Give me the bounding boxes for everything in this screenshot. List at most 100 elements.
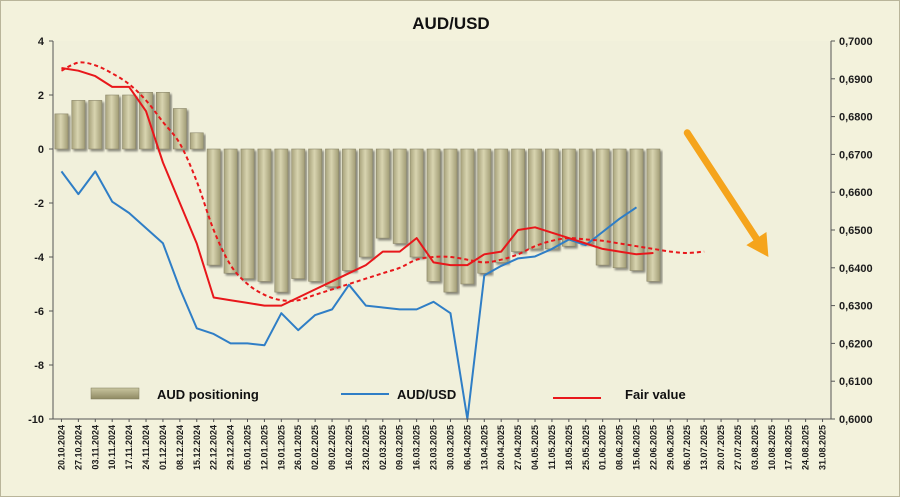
x-tick-label: 20.04.2025 <box>496 425 506 470</box>
x-tick-label: 08.06.2025 <box>615 425 625 470</box>
x-tick-label: 08.12.2024 <box>175 425 185 470</box>
positioning-bar <box>646 148 661 282</box>
x-tick-label: 13.07.2025 <box>699 425 709 470</box>
positioning-bar <box>172 108 187 150</box>
x-tick-label: 09.02.2025 <box>327 425 337 470</box>
x-tick-label: 29.06.2025 <box>665 425 675 470</box>
positioning-bar <box>561 148 576 247</box>
series-lines <box>60 61 705 420</box>
x-tick-label: 18.05.2025 <box>564 425 574 470</box>
plot-area <box>53 41 831 419</box>
x-tick-label: 27.07.2025 <box>733 425 743 470</box>
x-tick-label: 04.05.2025 <box>530 425 540 470</box>
x-tick-label: 26.01.2025 <box>293 425 303 470</box>
left-axis-ticks: 4 2 0 -2 -4 -6 -8 -10 <box>28 36 53 426</box>
right-tick-label: 0,6600 <box>839 187 873 199</box>
x-tick-label: 09.03.2025 <box>395 425 405 470</box>
x-tick-label: 10.11.2024 <box>107 425 117 470</box>
positioning-bar <box>358 148 373 258</box>
right-axis-ticks: 0,7000 0,6900 0,6800 0,6700 0,6600 0,6500 0,64… <box>831 36 873 426</box>
left-tick-label: -2 <box>34 198 44 210</box>
left-tick-label: 0 <box>38 144 44 156</box>
x-tick-label: 15.06.2025 <box>632 425 642 470</box>
x-tick-label: 03.11.2024 <box>90 425 100 470</box>
positioning-bar <box>206 148 221 266</box>
positioning-bar <box>511 148 526 252</box>
positioning-bar <box>494 148 509 263</box>
x-tick-label: 13.04.2025 <box>479 425 489 470</box>
fair-value-line <box>61 67 654 307</box>
positioning-bar <box>325 148 339 287</box>
right-tick-label: 0,6200 <box>839 338 873 350</box>
right-tick-label: 0,6500 <box>839 225 873 237</box>
positioning-bar <box>460 148 475 285</box>
positioning-bar <box>375 148 390 239</box>
positioning-bar <box>443 148 458 293</box>
right-tick-label: 0,6100 <box>839 376 873 388</box>
x-tick-label: 25.05.2025 <box>581 425 591 470</box>
x-tick-label: 16.03.2025 <box>412 425 422 470</box>
positioning-bar <box>274 148 289 293</box>
x-tick-label: 31.08.2025 <box>818 425 828 470</box>
left-tick-label: -6 <box>34 306 44 318</box>
x-tick-label: 06.04.2025 <box>462 425 472 470</box>
positioning-bar <box>240 148 255 279</box>
x-tick-label: 27.10.2024 <box>73 425 83 470</box>
arrow-head <box>746 232 769 257</box>
chart-title: AUD/USD <box>412 14 489 33</box>
positioning-bar <box>578 148 593 244</box>
positioning-bar <box>223 148 238 274</box>
aud-usd-line <box>60 170 638 420</box>
positioning-bar <box>409 148 424 258</box>
positioning-bar <box>528 148 542 250</box>
positioning-bar <box>477 148 492 274</box>
x-tick-label: 06.07.2025 <box>682 425 692 470</box>
positioning-bar <box>88 100 103 150</box>
x-tick-label: 12.01.2025 <box>259 425 269 470</box>
x-tick-label: 03.08.2025 <box>750 425 760 470</box>
left-tick-label: 4 <box>38 36 45 48</box>
x-tick-label: 01.12.2024 <box>158 425 168 470</box>
positioning-bar <box>105 94 120 150</box>
x-tick-label: 24.08.2025 <box>801 425 811 470</box>
positioning-bar <box>189 132 204 150</box>
x-tick-label: 15.12.2024 <box>192 425 202 470</box>
arrow-shaft <box>683 129 760 243</box>
right-tick-label: 0,6800 <box>839 112 873 124</box>
x-tick-label: 22.12.2024 <box>209 425 219 470</box>
legend: AUD positioning AUD/USD Fair value <box>90 387 686 402</box>
x-tick-label: 30.03.2025 <box>445 425 455 470</box>
legend-label-audusd: AUD/USD <box>397 387 456 402</box>
positioning-bar <box>308 148 323 282</box>
positioning-bar <box>392 148 407 244</box>
x-tick-label: 17.11.2024 <box>124 425 134 470</box>
legend-label-positioning: AUD positioning <box>157 387 259 402</box>
x-tick-label: 17.08.2025 <box>784 425 794 470</box>
right-tick-label: 0,6700 <box>839 149 873 161</box>
positioning-bar <box>595 148 610 266</box>
left-tick-label: -10 <box>28 414 44 426</box>
x-tick-label: 29.12.2024 <box>226 425 236 470</box>
x-tick-label: 23.03.2025 <box>429 425 439 470</box>
x-tick-label: 19.01.2025 <box>276 425 286 470</box>
left-tick-label: -4 <box>34 252 45 264</box>
x-tick-label: 02.02.2025 <box>310 425 320 470</box>
x-tick-label: 16.02.2025 <box>344 425 354 470</box>
right-tick-label: 0,6900 <box>839 74 873 86</box>
left-tick-label: 2 <box>38 90 44 102</box>
positioning-bar <box>426 148 441 282</box>
right-tick-label: 0,6000 <box>839 414 873 426</box>
trend-arrow <box>683 129 769 257</box>
x-tick-label: 11.05.2025 <box>547 425 557 470</box>
legend-label-fair-value: Fair value <box>625 387 686 402</box>
fair-value-trend-line <box>60 61 705 302</box>
x-tick-label: 23.02.2025 <box>361 425 371 470</box>
right-tick-label: 0,6300 <box>839 301 873 313</box>
positioning-bar <box>122 94 137 150</box>
left-tick-label: -8 <box>34 360 44 372</box>
x-tick-label: 20.07.2025 <box>716 425 726 470</box>
x-tick-label: 02.03.2025 <box>378 425 388 470</box>
x-tick-label: 01.06.2025 <box>598 425 608 470</box>
